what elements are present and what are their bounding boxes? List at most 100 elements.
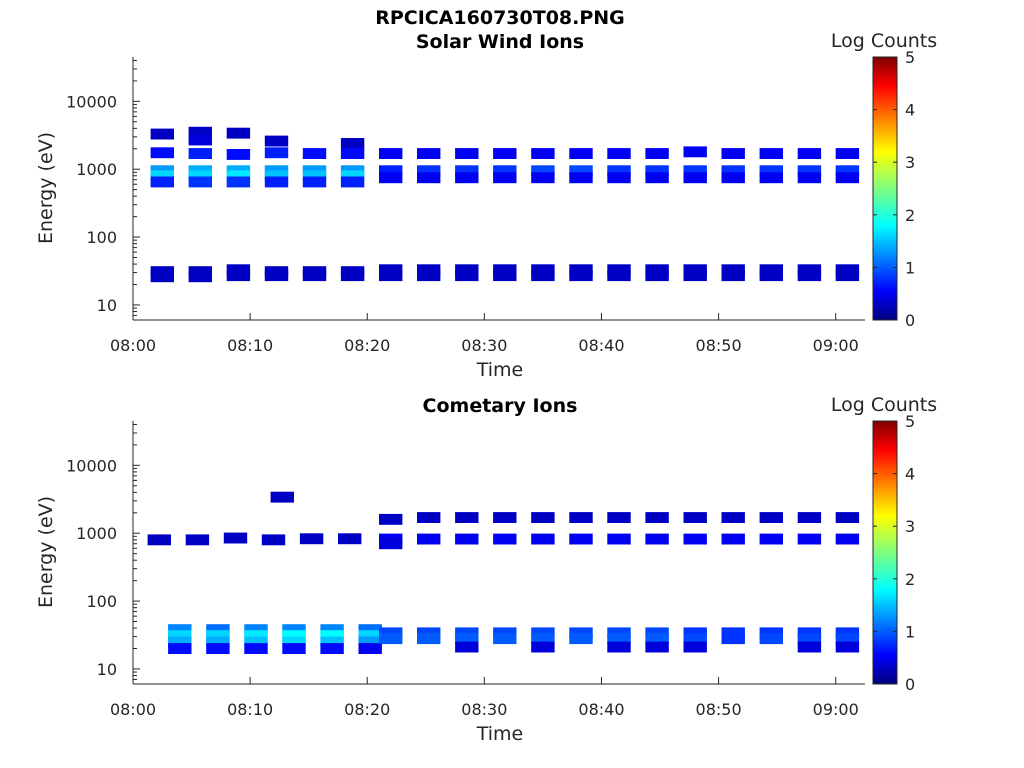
heatmap-cell <box>797 270 822 282</box>
y-tick-label: 10000 <box>66 92 117 111</box>
colorbar-tick-label: 2 <box>905 206 915 225</box>
heatmap-cell <box>188 134 212 146</box>
heatmap-cell <box>320 624 344 636</box>
x-axis-label: Time <box>476 723 524 745</box>
heatmap-cell <box>320 630 344 642</box>
heatmap-cell <box>302 170 327 182</box>
heatmap-cell <box>569 270 593 282</box>
heatmap-cell <box>320 636 344 648</box>
heatmap-cell <box>797 627 822 639</box>
heatmap-cell <box>683 633 707 645</box>
x-tick-label: 08:20 <box>344 700 390 719</box>
heatmap-cell <box>455 533 479 545</box>
heatmap-cell <box>645 172 669 184</box>
figure-title: RPCICA160730T08.PNG <box>375 7 625 29</box>
heatmap-cell <box>607 533 631 545</box>
heatmap-cell <box>721 512 745 523</box>
x-tick-label: 08:10 <box>227 336 273 355</box>
x-tick-label: 08:50 <box>696 700 742 719</box>
heatmap-cell <box>358 630 382 642</box>
y-tick-label: 100 <box>86 228 117 247</box>
heatmap-cell <box>417 270 441 282</box>
heatmap-cell <box>835 641 860 653</box>
heatmap-cell <box>797 633 822 645</box>
heatmap-cell <box>264 270 289 282</box>
colorbar-tick-label: 0 <box>905 311 915 330</box>
colorbar-label: Log Counts <box>831 394 937 416</box>
x-tick-label: 08:20 <box>344 336 390 355</box>
heatmap-cell <box>645 533 669 545</box>
heatmap-cell <box>721 270 745 282</box>
colorbar-tick-label: 1 <box>905 258 915 277</box>
heatmap-cell <box>759 264 783 276</box>
heatmap-cell <box>759 172 783 184</box>
colorbar-label: Log Counts <box>831 30 937 52</box>
heatmap-cell <box>244 636 268 648</box>
x-tick-label: 08:30 <box>461 700 507 719</box>
heatmap-cell <box>150 128 174 140</box>
heatmap-cell <box>835 148 860 159</box>
heatmap-cell <box>569 533 593 545</box>
heatmap-cell <box>835 264 860 276</box>
heatmap-cell <box>797 148 822 159</box>
heatmap-cell <box>607 633 631 645</box>
heatmap-cell <box>607 627 631 639</box>
heatmap-cell <box>493 264 517 276</box>
heatmap-cell <box>264 170 289 182</box>
heatmap-cell <box>340 176 365 188</box>
y-tick-label: 10000 <box>66 456 117 475</box>
heatmap-cell <box>797 172 822 184</box>
heatmap-cell <box>270 491 294 503</box>
x-axis-label: Time <box>476 359 524 381</box>
heatmap-cell <box>264 135 289 147</box>
heatmap-cell <box>455 165 479 177</box>
heatmap-cell <box>379 627 403 639</box>
heatmap-cell <box>683 641 707 653</box>
heatmap-cell <box>531 633 555 645</box>
colorbar-gradient <box>872 420 898 685</box>
heatmap-cell <box>226 149 251 160</box>
heatmap-cell <box>531 641 555 653</box>
heatmap-cell <box>531 270 555 282</box>
heatmap-cell <box>531 172 555 184</box>
spectrogram-cells <box>147 491 860 654</box>
colorbar-tick-label: 5 <box>905 48 915 67</box>
heatmap-cell <box>417 627 441 639</box>
heatmap-cell <box>531 627 555 639</box>
heatmap-cell <box>569 264 593 276</box>
y-tick-label: 100 <box>86 592 117 611</box>
heatmap-cell <box>455 148 479 159</box>
heatmap-cell <box>188 176 212 188</box>
heatmap-cell <box>226 176 251 188</box>
heatmap-cell <box>150 176 174 188</box>
heatmap-cell <box>188 271 212 283</box>
x-tick-label: 09:00 <box>813 700 859 719</box>
heatmap-cell <box>417 264 441 276</box>
heatmap-cell <box>493 148 517 159</box>
heatmap-cell <box>645 627 669 639</box>
heatmap-cell <box>455 512 479 523</box>
heatmap-cell <box>206 630 230 642</box>
colorbar-tick-label: 1 <box>905 622 915 641</box>
heatmap-cell <box>358 624 382 636</box>
heatmap-cell <box>264 176 289 188</box>
heatmap-cell <box>645 633 669 645</box>
heatmap-cell <box>147 534 171 546</box>
x-tick-label: 08:50 <box>696 336 742 355</box>
heatmap-cell <box>645 264 669 276</box>
heatmap-cell <box>607 512 631 523</box>
heatmap-cell <box>569 172 593 184</box>
heatmap-cell <box>455 633 479 645</box>
heatmap-cell <box>168 643 192 654</box>
axes: 10 100 1000 10000 08:00 08:10 08:20 08:30 08:40 0… <box>66 57 865 355</box>
heatmap-cell <box>320 643 344 654</box>
heatmap-cell <box>302 176 327 188</box>
colorbar-tick-label: 4 <box>905 465 915 484</box>
heatmap-cell <box>379 513 403 525</box>
x-tick-label: 08:40 <box>578 336 624 355</box>
heatmap-cell <box>721 165 745 177</box>
heatmap-cell <box>493 533 517 545</box>
heatmap-cell <box>282 624 306 636</box>
heatmap-cell <box>759 270 783 282</box>
heatmap-cell <box>531 165 555 177</box>
